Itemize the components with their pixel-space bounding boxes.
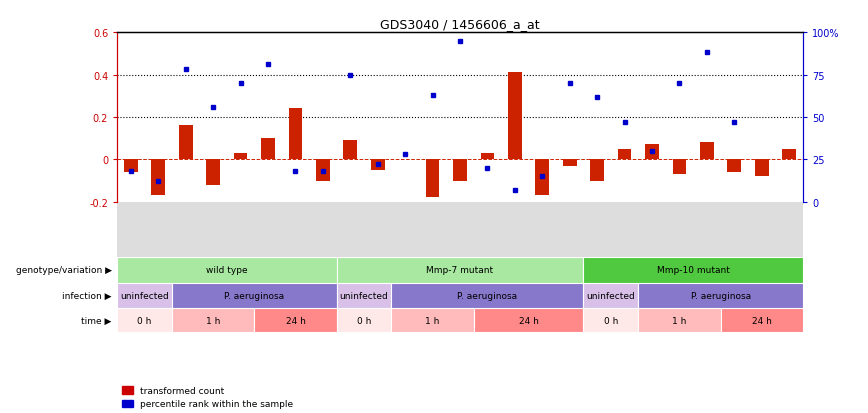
Bar <box>536 160 549 196</box>
Title: GDS3040 / 1456606_a_at: GDS3040 / 1456606_a_at <box>380 17 540 31</box>
Bar <box>563 160 576 166</box>
Bar <box>638 309 720 332</box>
Bar <box>426 160 439 198</box>
Bar <box>391 309 474 332</box>
Bar <box>316 160 330 181</box>
Text: 24 h: 24 h <box>286 316 306 325</box>
Text: 0 h: 0 h <box>604 316 618 325</box>
Text: 1 h: 1 h <box>206 316 220 325</box>
Text: wild type: wild type <box>206 266 247 275</box>
Bar <box>261 139 275 160</box>
Bar <box>254 309 337 332</box>
Bar <box>782 150 796 160</box>
Bar <box>233 154 247 160</box>
Bar <box>207 160 220 185</box>
Bar <box>638 283 803 309</box>
Bar <box>117 309 172 332</box>
Bar <box>508 73 522 160</box>
Bar <box>179 126 193 160</box>
Bar <box>474 309 583 332</box>
Bar <box>645 145 659 160</box>
Text: 0 h: 0 h <box>137 316 152 325</box>
Bar <box>337 309 391 332</box>
Bar <box>371 160 385 171</box>
Bar <box>590 160 604 181</box>
Legend: transformed count, percentile rank within the sample: transformed count, percentile rank withi… <box>122 386 293 408</box>
Bar <box>583 309 638 332</box>
Text: P. aeruginosa: P. aeruginosa <box>457 291 517 300</box>
Bar <box>117 283 172 309</box>
Text: 1 h: 1 h <box>425 316 440 325</box>
Bar <box>337 283 391 309</box>
Bar <box>481 154 495 160</box>
Bar <box>391 283 583 309</box>
Bar <box>117 258 337 283</box>
Text: P. aeruginosa: P. aeruginosa <box>691 291 751 300</box>
Bar <box>618 150 632 160</box>
Bar <box>453 160 467 181</box>
Bar <box>727 160 741 173</box>
Bar <box>337 258 583 283</box>
Bar <box>288 109 302 160</box>
Text: Mmp-7 mutant: Mmp-7 mutant <box>426 266 494 275</box>
Text: uninfected: uninfected <box>587 291 635 300</box>
Text: infection ▶: infection ▶ <box>62 291 112 300</box>
Bar <box>152 160 165 196</box>
Bar <box>124 160 138 173</box>
Bar <box>673 160 687 175</box>
Text: 1 h: 1 h <box>673 316 687 325</box>
Text: 24 h: 24 h <box>519 316 538 325</box>
Text: 0 h: 0 h <box>357 316 372 325</box>
Text: uninfected: uninfected <box>121 291 169 300</box>
Bar <box>344 141 358 160</box>
Bar <box>172 309 254 332</box>
Bar <box>172 283 337 309</box>
Bar <box>720 309 803 332</box>
Text: Mmp-10 mutant: Mmp-10 mutant <box>657 266 730 275</box>
Bar <box>583 283 638 309</box>
Text: genotype/variation ▶: genotype/variation ▶ <box>16 266 112 275</box>
Text: 24 h: 24 h <box>752 316 772 325</box>
Bar <box>755 160 769 177</box>
Text: P. aeruginosa: P. aeruginosa <box>224 291 285 300</box>
Text: time ▶: time ▶ <box>82 316 112 325</box>
Bar <box>700 143 713 160</box>
Text: uninfected: uninfected <box>339 291 388 300</box>
Bar <box>583 258 803 283</box>
